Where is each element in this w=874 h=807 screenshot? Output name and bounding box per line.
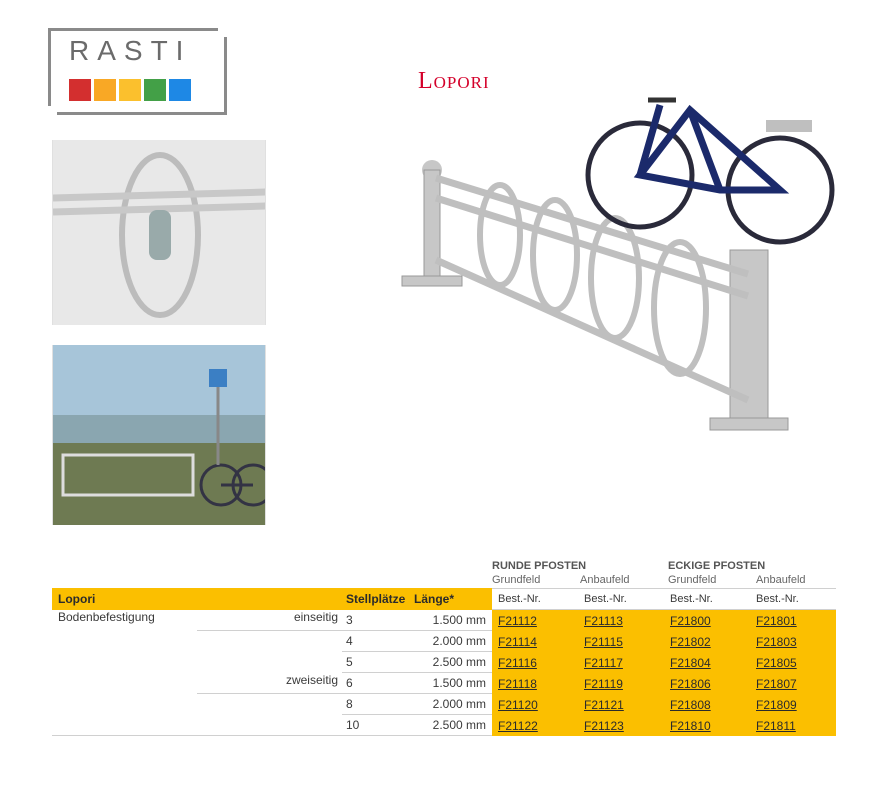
- main-product-image: [380, 60, 850, 480]
- table-row: 82.000 mmF21120F21121F21808F21809: [52, 694, 844, 715]
- brand-logo: RASTI: [48, 28, 218, 106]
- order-code-link[interactable]: F21113: [578, 610, 664, 631]
- brand-square-4: [144, 79, 166, 101]
- subhead-1: Grundfeld: [492, 574, 580, 588]
- order-code-link[interactable]: F21117: [578, 652, 664, 673]
- order-code-link[interactable]: F21804: [664, 652, 750, 673]
- brand-color-squares: [69, 79, 191, 101]
- cell-stell: 5: [342, 652, 414, 673]
- table-body: Bodenbefestigungeinseitig31.500 mmF21112…: [52, 610, 844, 736]
- col-head-stell: Stellplätze: [342, 588, 414, 610]
- order-code-link[interactable]: F21120: [492, 694, 578, 715]
- cell-length: 2.500 mm: [414, 715, 492, 736]
- col-head-bn1: Best.-Nr.: [492, 588, 578, 610]
- cell-stell: 6: [342, 673, 414, 694]
- brand-square-2: [94, 79, 116, 101]
- order-code-link[interactable]: F21112: [492, 610, 578, 631]
- order-code-link[interactable]: F21116: [492, 652, 578, 673]
- cell-length: 1.500 mm: [414, 610, 492, 631]
- spec-table: RUNDE PFOSTEN ECKIGE PFOSTEN Grundfeld A…: [52, 560, 844, 736]
- cell-side: einseitig: [197, 610, 342, 631]
- brand-square-5: [169, 79, 191, 101]
- col-head-name: Lopori: [52, 588, 197, 610]
- table-group-header-row: RUNDE PFOSTEN ECKIGE PFOSTEN: [52, 560, 844, 574]
- cell-stell: 3: [342, 610, 414, 631]
- cell-mounting: [52, 694, 197, 715]
- order-code-link[interactable]: F21807: [750, 673, 836, 694]
- order-code-link[interactable]: F21809: [750, 694, 836, 715]
- table-row: 42.000 mmF21114F21115F21802F21803: [52, 631, 844, 652]
- order-code-link[interactable]: F21803: [750, 631, 836, 652]
- scene-image-svg: [53, 345, 265, 525]
- cell-mounting: [52, 715, 197, 736]
- order-code-link[interactable]: F21801: [750, 610, 836, 631]
- subhead-3: Grundfeld: [668, 574, 756, 588]
- col-head-bn3: Best.-Nr.: [664, 588, 750, 610]
- order-code-link[interactable]: F21119: [578, 673, 664, 694]
- cell-side: [197, 631, 342, 652]
- order-code-link[interactable]: F21802: [664, 631, 750, 652]
- order-code-link[interactable]: F21808: [664, 694, 750, 715]
- order-code-link[interactable]: F21810: [664, 715, 750, 736]
- cell-stell: 4: [342, 631, 414, 652]
- subhead-4: Anbaufeld: [756, 574, 844, 588]
- cell-side: [197, 694, 342, 715]
- order-code-link[interactable]: F21806: [664, 673, 750, 694]
- cell-mounting: [52, 652, 197, 673]
- col-head-len: Länge*: [414, 588, 492, 610]
- order-code-link[interactable]: F21118: [492, 673, 578, 694]
- table-row: zweiseitig61.500 mmF21118F21119F21806F21…: [52, 673, 844, 694]
- order-code-link[interactable]: F21115: [578, 631, 664, 652]
- order-code-link[interactable]: F21114: [492, 631, 578, 652]
- table-row: 52.500 mmF21116F21117F21804F21805: [52, 652, 844, 673]
- subhead-2: Anbaufeld: [580, 574, 668, 588]
- table-row: Bodenbefestigungeinseitig31.500 mmF21112…: [52, 610, 844, 631]
- order-code-link[interactable]: F21800: [664, 610, 750, 631]
- order-code-link[interactable]: F21122: [492, 715, 578, 736]
- brand-square-3: [119, 79, 141, 101]
- table-header-row: Lopori Stellplätze Länge* Best.-Nr. Best…: [52, 588, 844, 610]
- order-code-link[interactable]: F21121: [578, 694, 664, 715]
- cell-stell: 10: [342, 715, 414, 736]
- brand-name: RASTI: [69, 35, 191, 67]
- cell-length: 1.500 mm: [414, 673, 492, 694]
- order-code-link[interactable]: F21811: [750, 715, 836, 736]
- group-head-square: ECKIGE PFOSTEN: [668, 560, 844, 574]
- col-head-bn2: Best.-Nr.: [578, 588, 664, 610]
- cell-length: 2.500 mm: [414, 652, 492, 673]
- cell-stell: 8: [342, 694, 414, 715]
- cell-length: 2.000 mm: [414, 631, 492, 652]
- detail-image: [52, 140, 266, 325]
- table-subheader-row: Grundfeld Anbaufeld Grundfeld Anbaufeld: [52, 574, 844, 588]
- scene-image: [52, 345, 266, 525]
- cell-mounting: [52, 673, 197, 694]
- brand-square-1: [69, 79, 91, 101]
- table-row: 102.500 mmF21122F21123F21810F21811: [52, 715, 844, 736]
- main-product-svg: [380, 60, 850, 480]
- cell-length: 2.000 mm: [414, 694, 492, 715]
- detail-image-svg: [53, 140, 265, 325]
- cell-side: zweiseitig: [197, 673, 342, 694]
- order-code-link[interactable]: F21805: [750, 652, 836, 673]
- col-head-blank1: [197, 588, 342, 610]
- cell-mounting: [52, 631, 197, 652]
- cell-side: [197, 715, 342, 736]
- order-code-link[interactable]: F21123: [578, 715, 664, 736]
- group-head-round: RUNDE PFOSTEN: [492, 560, 668, 574]
- cell-side: [197, 652, 342, 673]
- cell-mounting: Bodenbefestigung: [52, 610, 197, 631]
- col-head-bn4: Best.-Nr.: [750, 588, 836, 610]
